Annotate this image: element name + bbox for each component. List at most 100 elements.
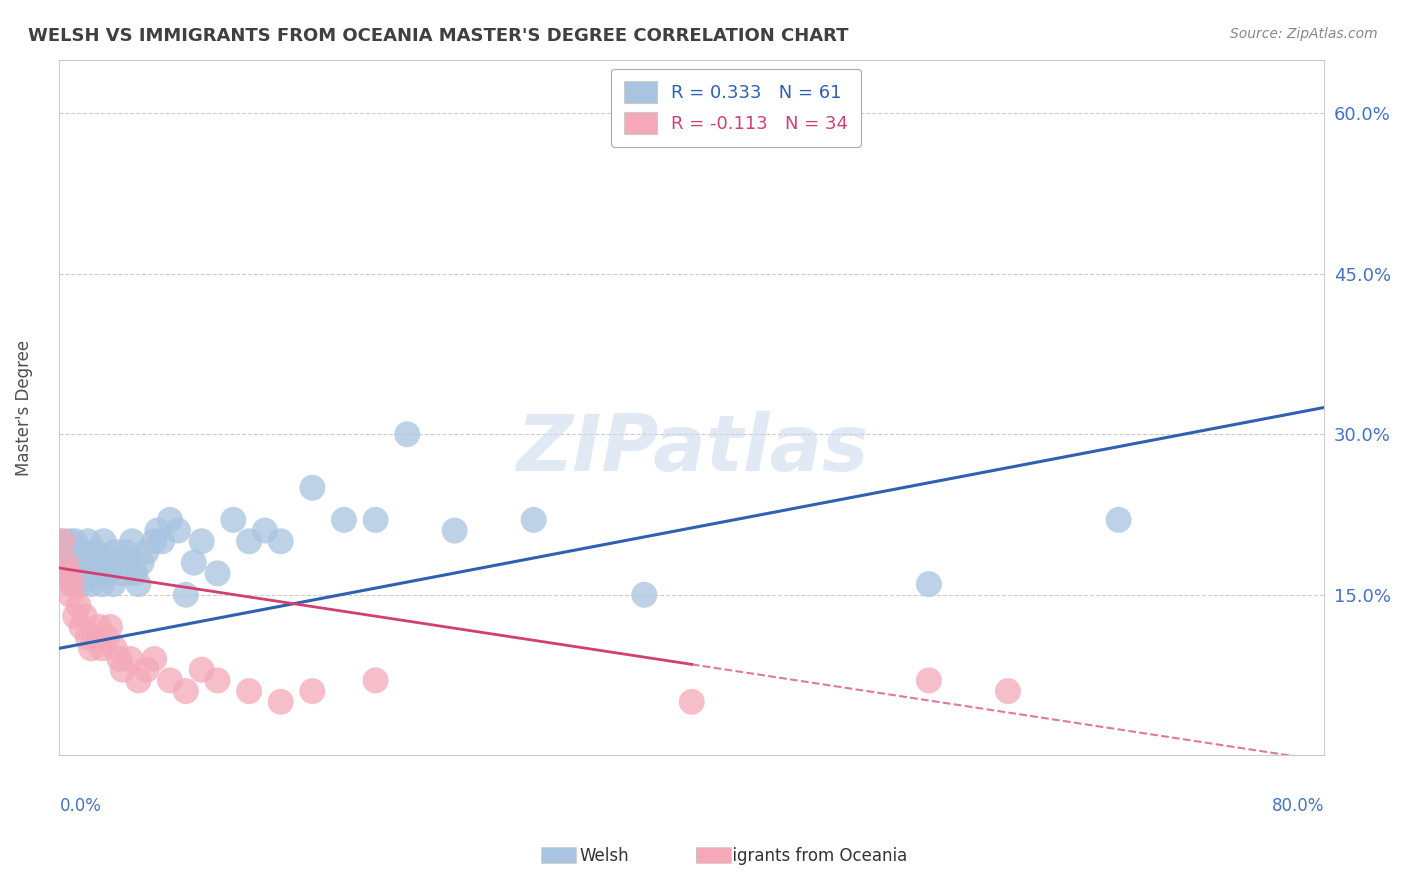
Point xyxy=(87,556,110,570)
Point xyxy=(84,545,107,559)
Point xyxy=(443,524,465,538)
Text: WELSH VS IMMIGRANTS FROM OCEANIA MASTER'S DEGREE CORRELATION CHART: WELSH VS IMMIGRANTS FROM OCEANIA MASTER'… xyxy=(28,27,849,45)
Point xyxy=(333,513,356,527)
Point xyxy=(108,652,131,666)
Point xyxy=(174,588,197,602)
Point xyxy=(143,652,166,666)
Point xyxy=(270,695,292,709)
Point xyxy=(51,534,73,549)
Point xyxy=(80,577,103,591)
Point xyxy=(118,556,141,570)
Text: 0.0%: 0.0% xyxy=(59,797,101,815)
Point xyxy=(80,556,103,570)
Point xyxy=(127,577,149,591)
Text: 80.0%: 80.0% xyxy=(1272,797,1324,815)
Point xyxy=(56,545,79,559)
Point xyxy=(67,599,90,613)
Point xyxy=(59,534,82,549)
Point xyxy=(301,481,323,495)
Point xyxy=(222,513,245,527)
Point xyxy=(238,684,260,698)
Point xyxy=(98,556,121,570)
Point xyxy=(70,620,93,634)
Point xyxy=(120,652,142,666)
Point xyxy=(58,556,80,570)
Point xyxy=(51,556,73,570)
Point xyxy=(96,631,118,645)
Point xyxy=(633,588,655,602)
Point xyxy=(70,577,93,591)
Point xyxy=(104,545,127,559)
Point xyxy=(918,577,941,591)
Point xyxy=(76,631,98,645)
Point xyxy=(159,513,181,527)
Point xyxy=(83,631,105,645)
Point xyxy=(60,577,83,591)
Point xyxy=(183,556,205,570)
Point xyxy=(111,663,134,677)
Point xyxy=(73,545,96,559)
Point xyxy=(83,566,105,581)
Point xyxy=(523,513,546,527)
Point xyxy=(111,566,134,581)
Point xyxy=(238,534,260,549)
Point xyxy=(73,609,96,624)
Point xyxy=(63,545,86,559)
Point xyxy=(253,524,276,538)
Point xyxy=(58,566,80,581)
Text: ZIPatlas: ZIPatlas xyxy=(516,411,868,487)
Point xyxy=(80,641,103,656)
Point xyxy=(72,566,94,581)
Point xyxy=(207,566,229,581)
Point xyxy=(59,588,82,602)
Point xyxy=(101,577,124,591)
Point xyxy=(301,684,323,698)
Point xyxy=(55,566,77,581)
Point xyxy=(55,556,77,570)
Text: Source: ZipAtlas.com: Source: ZipAtlas.com xyxy=(1230,27,1378,41)
Point xyxy=(62,566,84,581)
Point xyxy=(681,695,703,709)
Point xyxy=(87,620,110,634)
Point xyxy=(63,534,86,549)
Point xyxy=(143,534,166,549)
Point xyxy=(167,524,190,538)
Point xyxy=(98,620,121,634)
Point xyxy=(396,427,419,442)
Point xyxy=(127,673,149,688)
Point xyxy=(190,663,212,677)
Point xyxy=(67,566,90,581)
Point xyxy=(1108,513,1130,527)
Point xyxy=(107,556,129,570)
Point xyxy=(270,534,292,549)
Point xyxy=(997,684,1019,698)
Point xyxy=(146,524,169,538)
Point xyxy=(91,641,114,656)
Point xyxy=(150,534,173,549)
Point xyxy=(69,556,91,570)
Point xyxy=(121,534,143,549)
Text: Welsh: Welsh xyxy=(579,847,630,865)
Point xyxy=(79,566,101,581)
Point xyxy=(159,673,181,688)
Point xyxy=(135,663,157,677)
Point xyxy=(104,641,127,656)
Legend: R = 0.333   N = 61, R = -0.113   N = 34: R = 0.333 N = 61, R = -0.113 N = 34 xyxy=(612,69,860,147)
Y-axis label: Master's Degree: Master's Degree xyxy=(15,340,32,475)
Point xyxy=(918,673,941,688)
Point xyxy=(93,534,115,549)
Point xyxy=(364,673,387,688)
Point xyxy=(364,513,387,527)
Point xyxy=(63,556,86,570)
Point xyxy=(114,545,136,559)
Point xyxy=(131,556,153,570)
Point xyxy=(75,556,97,570)
Point xyxy=(96,566,118,581)
Point xyxy=(76,534,98,549)
Point xyxy=(60,577,83,591)
Point xyxy=(53,534,76,549)
Point xyxy=(91,577,114,591)
Point xyxy=(190,534,212,549)
Point xyxy=(174,684,197,698)
Point xyxy=(63,609,86,624)
